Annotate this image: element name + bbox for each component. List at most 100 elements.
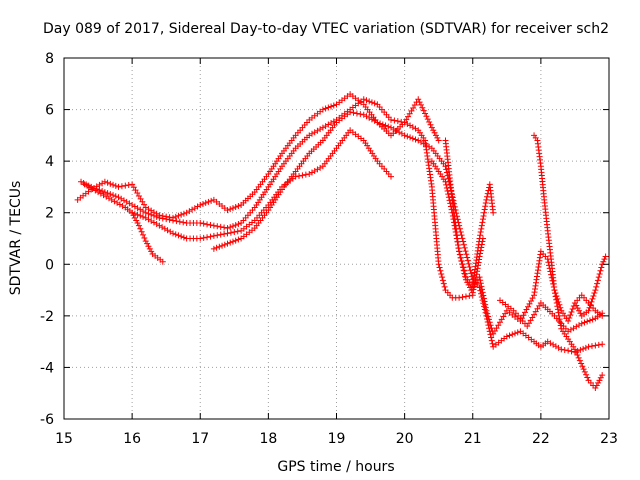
data-point [78,178,85,185]
data-point [456,251,463,258]
series-track-i [531,132,606,325]
data-point [481,298,488,305]
data-point [588,298,595,305]
data-point [439,274,446,281]
data-point [470,286,477,293]
data-point [467,267,474,274]
data-point [328,103,335,110]
data-point [110,181,117,188]
data-point [353,110,360,117]
data-point [456,248,463,255]
data-point [213,244,220,251]
data-point [592,342,599,349]
data-point [556,301,563,308]
data-point [477,229,484,236]
data-point [426,143,433,150]
data-point [488,325,495,332]
data-point [585,343,592,350]
data-point [479,216,486,223]
data-point [137,206,144,213]
data-point [140,213,147,220]
data-point [599,310,606,317]
data-point [99,180,106,187]
data-point [577,310,584,317]
data-point [571,346,578,353]
data-point [140,231,147,238]
data-point [462,293,469,300]
data-point [592,385,599,392]
data-point [219,242,226,249]
data-point [503,333,510,340]
data-point [232,204,239,211]
data-point [115,194,122,201]
data-point [412,136,419,143]
data-point [424,116,431,123]
data-point [593,382,600,389]
data-point [570,325,577,332]
data-point [208,197,215,204]
data-point [296,172,303,179]
data-point [350,109,357,116]
data-point [461,244,468,251]
data-point [221,230,228,237]
data-point [553,292,560,299]
data-point [567,326,574,333]
data-point [423,142,430,149]
data-point [482,200,489,207]
data-point [145,216,152,223]
y-tick-label: 8 [45,51,54,67]
data-point [118,195,125,202]
data-point [404,133,411,140]
data-point [565,318,572,325]
data-point [227,229,234,236]
data-point [594,280,601,287]
data-point [396,129,403,136]
data-point [104,179,111,186]
data-point [601,256,608,263]
data-point [145,243,152,250]
data-point [229,205,236,212]
x-tick-label: 20 [396,431,414,447]
data-point [579,363,586,370]
data-point [391,117,398,124]
data-point [600,258,607,265]
data-point [466,292,473,299]
data-point [590,292,597,299]
data-point [134,220,141,227]
data-point [172,231,179,238]
data-point [205,198,212,205]
data-point [101,178,108,185]
data-point [311,167,318,174]
y-tick-label: -6 [40,412,54,428]
data-point [528,297,535,304]
data-point [489,340,496,347]
series-track-f [428,158,606,392]
data-point [595,274,602,281]
data-point [234,228,241,235]
data-point [145,206,152,213]
data-point [416,99,423,106]
data-point [479,286,486,293]
data-point [134,211,141,218]
data-point [330,102,337,109]
series-track-k [497,297,606,335]
data-point [407,122,414,129]
data-point [466,264,473,271]
data-point [170,230,176,237]
data-point [385,123,392,130]
data-point [509,331,516,338]
data-point [101,189,108,196]
data-point [319,106,326,113]
data-point [552,290,559,297]
data-point [398,130,405,137]
data-point [436,264,443,271]
y-tick-label: 2 [45,206,54,222]
data-point [134,205,141,212]
data-point [482,203,489,210]
data-point [478,225,485,232]
data-point [571,299,578,306]
data-point [200,220,207,227]
series-track-b [81,181,166,265]
data-point [394,118,401,125]
data-point [488,337,495,344]
